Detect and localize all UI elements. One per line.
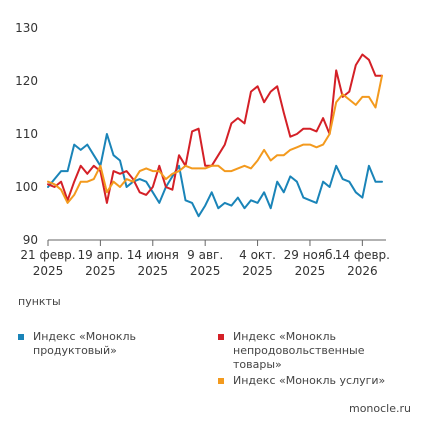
y-tick-label-130: 130 (15, 21, 38, 35)
x-tick-year: 2025 (190, 264, 221, 278)
series-layer (48, 55, 382, 217)
legend-swatch-nonfood (218, 334, 224, 340)
x-tick-year: 2025 (138, 264, 169, 278)
line-chart: 90 100 110 120 130 21 февр. 2025 19 апр. 2025 14… (0, 0, 425, 290)
source-label: monocle.ru (349, 402, 411, 415)
x-tick-label: 4 окт. (239, 248, 276, 262)
y-axis: 90 100 110 120 130 (15, 21, 38, 247)
x-tick-label: 9 авг. (187, 248, 223, 262)
series-line-food (48, 134, 382, 216)
x-tick-label: 21 февр. (20, 248, 75, 262)
x-tick-year: 2025 (295, 264, 326, 278)
x-tick-year: 2025 (242, 264, 273, 278)
x-tick-label: 14 июня (127, 248, 179, 262)
x-tick-label: 19 апр. (78, 248, 124, 262)
legend-label-food: Индекс «Монокль продуктовый» (18, 330, 198, 358)
y-unit-label: пункты (18, 295, 61, 308)
x-tick-year: 2026 (347, 264, 378, 278)
legend-item-services: Индекс «Монокль услуги» (218, 374, 418, 388)
series-line-services (48, 76, 382, 203)
x-axis: 21 февр. 2025 19 апр. 2025 14 июня 2025 9 авг.… (20, 240, 390, 278)
legend-label-services: Индекс «Монокль услуги» (218, 374, 418, 388)
y-tick-label-110: 110 (15, 127, 38, 141)
legend-item-nonfood: Индекс «Монокль непродовольственные това… (218, 330, 413, 372)
y-tick-label-120: 120 (15, 74, 38, 88)
y-tick-label-90: 90 (23, 233, 38, 247)
legend-swatch-food (18, 334, 24, 340)
x-tick-year: 2025 (33, 264, 64, 278)
legend-swatch-services (218, 378, 224, 384)
y-tick-label-100: 100 (15, 180, 38, 194)
legend-item-food: Индекс «Монокль продуктовый» (18, 330, 198, 358)
x-tick-year: 2025 (85, 264, 116, 278)
legend-label-nonfood: Индекс «Монокль непродовольственные това… (218, 330, 413, 372)
x-tick-label: 14 февр. (335, 248, 390, 262)
x-tick-label: 29 нояб. (284, 248, 337, 262)
